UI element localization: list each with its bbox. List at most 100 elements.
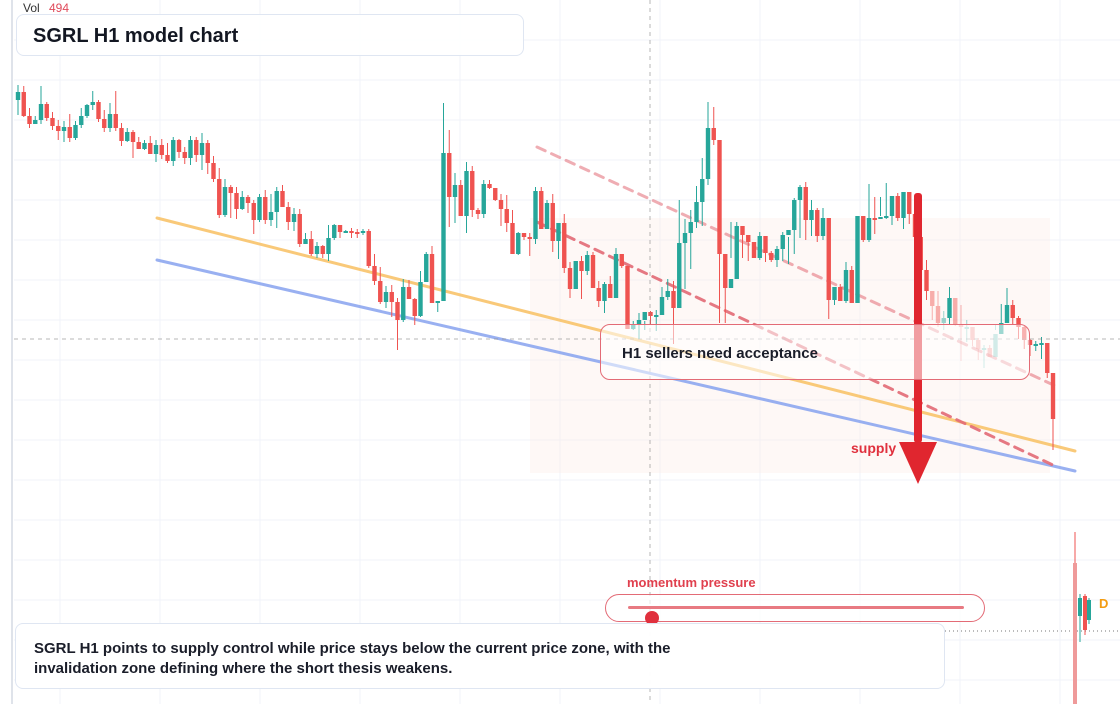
candle-body <box>257 197 262 220</box>
candle-body <box>510 223 515 254</box>
candle-body <box>188 140 193 158</box>
candle <box>815 208 820 242</box>
candle-body <box>153 145 159 154</box>
candle-body <box>406 287 412 299</box>
candle-body <box>1050 373 1056 419</box>
summary-box: SGRL H1 points to supply control while p… <box>15 623 945 689</box>
candle-body <box>383 292 389 302</box>
candle-body <box>734 226 739 279</box>
candle-body <box>1016 318 1021 327</box>
candle-body <box>539 191 544 229</box>
candle <box>366 229 371 268</box>
momentum-slider[interactable] <box>605 594 985 625</box>
candle <box>539 187 544 229</box>
candle <box>401 279 406 322</box>
candle <box>751 242 757 258</box>
candle-body <box>1033 344 1038 346</box>
candle <box>746 235 751 261</box>
candle-body <box>102 119 107 128</box>
candle-body <box>73 125 78 138</box>
candle-body <box>349 231 354 233</box>
candle-body <box>67 127 72 138</box>
candle-body <box>757 236 762 258</box>
candle-body <box>303 239 308 244</box>
candle <box>544 200 550 229</box>
candle <box>510 210 515 254</box>
candle-body <box>366 231 371 266</box>
candle-body <box>573 261 578 289</box>
candle <box>452 173 458 223</box>
candle <box>728 222 734 288</box>
candle-body <box>412 299 417 316</box>
candle-body <box>38 104 44 120</box>
momentum-knob[interactable] <box>644 611 659 625</box>
candle-body <box>855 216 860 303</box>
candle-body <box>521 233 527 237</box>
supply-arrow-head <box>899 442 937 484</box>
candle <box>682 219 688 289</box>
candle-body <box>211 163 216 179</box>
candle-body <box>763 236 768 253</box>
candle-body <box>15 92 21 100</box>
candle-body <box>792 200 797 230</box>
candle-body <box>654 315 659 317</box>
candle <box>205 140 210 174</box>
candle <box>849 266 854 303</box>
candle <box>389 285 394 317</box>
candle <box>516 232 521 255</box>
candle-body <box>159 145 164 155</box>
candle <box>274 187 279 228</box>
candle-body <box>470 171 475 210</box>
candle-body <box>245 197 251 203</box>
candle-body <box>326 238 331 254</box>
candle <box>96 100 101 122</box>
candle <box>493 188 498 201</box>
candle-body <box>527 237 532 239</box>
candle <box>372 254 377 285</box>
candle-body <box>642 312 647 320</box>
candle-body <box>263 197 268 220</box>
candle <box>332 224 337 240</box>
candle-body <box>475 210 481 214</box>
candle-body <box>889 196 895 216</box>
candle <box>303 233 308 244</box>
candle-body <box>625 266 630 329</box>
candle <box>613 248 619 298</box>
candle <box>424 252 429 282</box>
candle <box>240 191 245 210</box>
candle <box>556 223 561 259</box>
candle-body <box>746 235 751 242</box>
candle-body <box>866 218 872 240</box>
candle-body <box>222 187 228 215</box>
candle-body <box>360 231 366 233</box>
candle <box>119 123 124 146</box>
candle-body <box>27 116 32 124</box>
candle <box>602 282 607 313</box>
candle <box>694 186 699 228</box>
candle <box>21 86 26 117</box>
candle-body <box>56 126 61 131</box>
candle-body <box>194 140 199 155</box>
candle <box>533 187 538 244</box>
candle-body <box>452 185 458 197</box>
candle-body <box>286 207 291 222</box>
candle <box>763 236 768 262</box>
candle-body <box>217 179 222 215</box>
supply-arrow-shaft <box>914 193 922 443</box>
candle <box>280 185 285 207</box>
candle <box>475 208 481 219</box>
candle <box>435 301 440 312</box>
candle <box>930 291 935 320</box>
candle-body <box>596 288 601 301</box>
candle-body <box>585 255 590 271</box>
candle <box>263 190 268 224</box>
candle-body <box>50 118 55 126</box>
candle-body <box>861 216 866 240</box>
momentum-label: momentum pressure <box>627 575 756 590</box>
mini-body <box>1083 596 1087 630</box>
candle-body <box>332 225 337 238</box>
candle-body <box>803 187 808 220</box>
candle-body <box>953 298 958 325</box>
candle-body <box>458 185 463 216</box>
candle <box>349 228 354 238</box>
